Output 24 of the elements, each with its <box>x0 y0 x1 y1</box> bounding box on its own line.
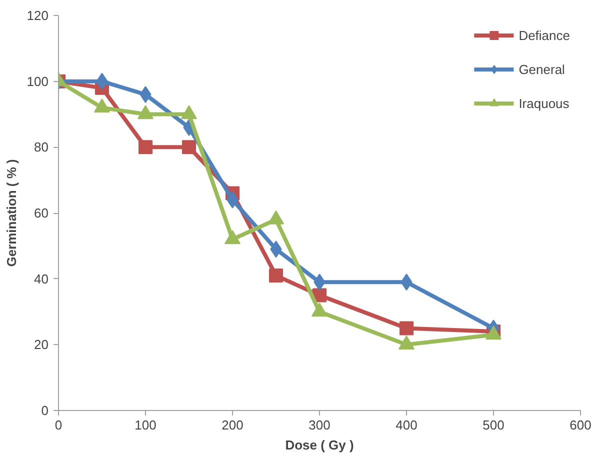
y-tick-label: 120 <box>26 8 49 23</box>
point <box>400 321 414 336</box>
point <box>269 268 283 283</box>
x-tick-label: 0 <box>54 418 62 432</box>
y-tick-label: 20 <box>34 337 49 352</box>
point <box>182 140 196 154</box>
x-axis-title: Dose ( Gy ) <box>285 438 354 452</box>
point <box>140 86 152 103</box>
y-tick-label: 40 <box>34 271 49 286</box>
y-tick-label: 0 <box>41 403 49 418</box>
x-tick-label: 400 <box>396 418 418 432</box>
legend-label: Defiance <box>518 28 570 42</box>
x-tick-label: 500 <box>482 418 504 432</box>
legend-label: General <box>518 62 565 76</box>
y-tick-label: 80 <box>34 140 49 155</box>
point <box>138 140 152 154</box>
x-tick-label: 200 <box>222 418 244 432</box>
y-tick-label: 100 <box>26 74 49 89</box>
x-tick-label: 300 <box>308 418 330 432</box>
y-axis-title: Germination ( % ) <box>4 159 19 267</box>
x-tick-label: 600 <box>570 418 592 432</box>
x-tick-label: 100 <box>134 418 156 432</box>
legend-label: Iraquous <box>518 96 570 110</box>
y-tick-label: 60 <box>34 206 49 220</box>
